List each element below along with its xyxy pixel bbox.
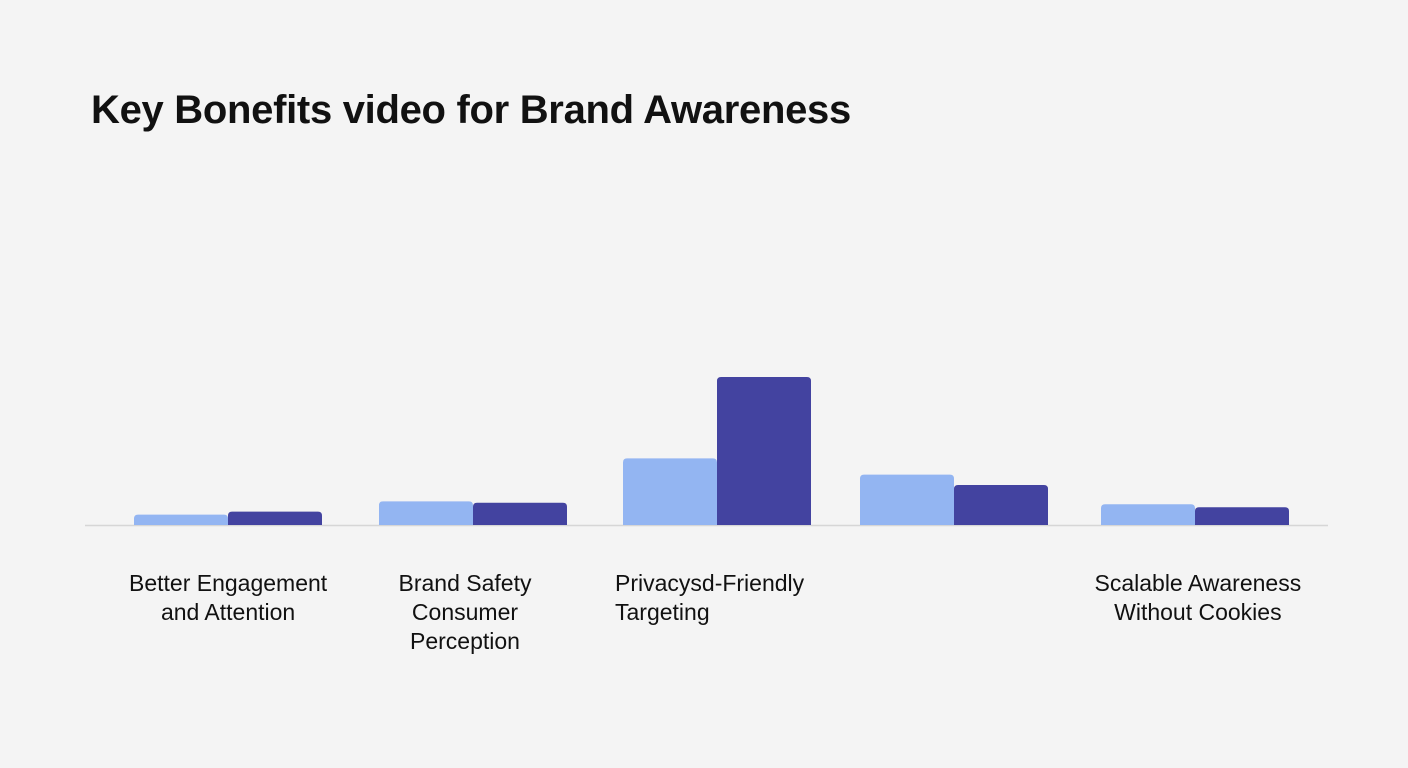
bar-series1-cat2	[379, 501, 473, 525]
bar-series1-cat4	[860, 474, 954, 525]
bar-series1-cat3	[623, 458, 717, 525]
x-tick-label-line: Privacysd-Friendly	[615, 570, 805, 596]
x-tick-label: Better Engagement and Attention	[129, 569, 327, 627]
x-tick-label-line: Targeting	[615, 599, 710, 625]
x-tick-label: Privacysd-Friendly Targeting	[615, 569, 804, 627]
bar-series2-cat5	[1195, 507, 1289, 525]
x-tick-label-line: Consumer	[411, 599, 519, 625]
x-tick-label-line: Perception	[410, 628, 520, 654]
x-tick-label-line: Better Engagement	[129, 570, 328, 596]
bar-series1-cat5	[1101, 504, 1195, 525]
x-tick-label-line: and Attention	[160, 599, 296, 625]
bar-series2-cat2	[473, 502, 567, 525]
x-tick-label: Scalable Awareness Without Cookies	[1095, 569, 1302, 627]
x-tick-label-line: Brand Safety	[398, 570, 532, 596]
bar-series1-cat1	[134, 514, 228, 525]
x-tick-label-line: Without Cookies	[1114, 599, 1282, 625]
x-tick-label-line: Scalable Awareness	[1094, 570, 1302, 596]
bar-series2-cat1	[228, 511, 322, 525]
chart-title: Key Bonefits video for Brand Awareness	[91, 88, 851, 132]
bar-series2-cat3	[717, 377, 811, 525]
bar-series2-cat4	[954, 485, 1048, 525]
x-tick-label: Brand Safety Consumer Perception	[399, 569, 532, 656]
